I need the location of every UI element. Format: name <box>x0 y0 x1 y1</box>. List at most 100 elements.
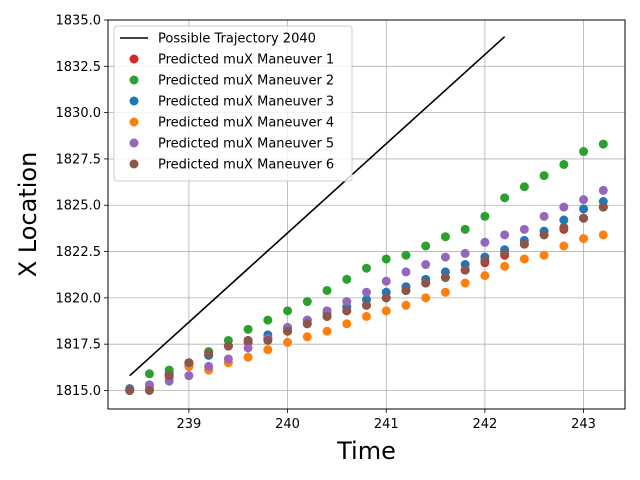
data-point <box>223 341 233 351</box>
data-point <box>579 213 589 223</box>
y-tick-label: 1817.5 <box>56 338 102 353</box>
data-point <box>421 260 431 270</box>
data-point <box>500 230 510 240</box>
legend-label: Predicted muX Maneuver 1 <box>158 53 334 68</box>
series-maneuver-5 <box>125 185 608 395</box>
data-point <box>421 241 431 251</box>
data-point <box>401 285 411 295</box>
x-tick-label: 241 <box>374 417 399 432</box>
y-tick-label: 1820.0 <box>56 291 102 306</box>
data-point <box>440 272 450 282</box>
x-tick-label: 242 <box>472 417 497 432</box>
data-point <box>302 297 312 307</box>
data-point <box>362 311 371 321</box>
data-point <box>283 306 293 316</box>
legend: Possible Trajectory 2040 Predicted muX Ma… <box>113 25 353 182</box>
data-point <box>559 241 569 251</box>
legend-marker-dot <box>129 117 139 127</box>
data-point <box>362 300 371 310</box>
data-point <box>283 337 293 347</box>
data-point <box>500 193 510 203</box>
legend-box <box>113 25 353 182</box>
data-point <box>500 248 510 258</box>
legend-label: Possible Trajectory 2040 <box>158 32 316 47</box>
data-point <box>579 147 589 157</box>
series-maneuver-6 <box>125 202 608 395</box>
legend-marker-dot <box>129 96 139 106</box>
data-point <box>184 371 194 381</box>
y-tick-label: 1822.5 <box>56 245 102 260</box>
data-point <box>184 358 194 368</box>
points-layer <box>125 139 608 395</box>
y-tick-label: 1825.0 <box>56 199 102 214</box>
data-point <box>559 159 569 169</box>
y-tick-label: 1815.0 <box>56 384 102 399</box>
x-axis-label: Time <box>336 437 396 465</box>
y-tick-label: 1827.5 <box>56 152 102 167</box>
plot-frame <box>107 19 626 410</box>
data-point <box>362 287 371 297</box>
x-tick-label: 240 <box>275 417 300 432</box>
data-point <box>223 354 233 364</box>
legend-label: Predicted muX Maneuver 6 <box>158 158 334 173</box>
data-point <box>164 371 174 381</box>
legend-label: Predicted muX Maneuver 2 <box>158 74 334 89</box>
data-point <box>559 215 569 225</box>
data-point <box>283 326 293 336</box>
data-point <box>243 335 253 345</box>
data-point <box>342 306 352 316</box>
data-point <box>125 385 135 395</box>
data-point <box>381 276 391 286</box>
data-point <box>460 265 470 275</box>
legend-label: Predicted muX Maneuver 3 <box>158 95 334 110</box>
legend-marker-dot <box>129 75 139 85</box>
data-point <box>381 293 391 303</box>
data-point <box>342 297 352 307</box>
legend-label: Predicted muX Maneuver 4 <box>158 116 334 131</box>
data-point <box>440 287 450 297</box>
data-point <box>263 315 273 325</box>
data-point <box>579 234 589 244</box>
data-point <box>539 250 549 260</box>
data-point <box>460 248 470 258</box>
data-point <box>401 300 411 310</box>
data-point <box>342 274 352 284</box>
data-point <box>263 345 273 355</box>
data-point <box>322 326 332 336</box>
data-point <box>559 222 569 232</box>
data-point <box>598 139 608 149</box>
data-point <box>500 261 510 271</box>
data-point <box>144 369 154 379</box>
data-point <box>559 202 569 212</box>
data-point <box>204 361 214 371</box>
data-point <box>480 211 490 221</box>
data-point <box>322 285 332 295</box>
data-point <box>579 195 589 205</box>
data-point <box>598 202 608 212</box>
x-tick-label: 243 <box>571 417 596 432</box>
data-point <box>539 211 549 221</box>
legend-label: Predicted muX Maneuver 5 <box>158 137 334 152</box>
data-point <box>460 278 470 288</box>
data-point <box>144 385 154 395</box>
data-point <box>243 343 253 353</box>
data-point <box>519 254 529 264</box>
legend-marker-dot <box>129 54 139 64</box>
data-point <box>598 185 608 195</box>
data-point <box>421 293 431 303</box>
trajectory-line <box>129 36 506 377</box>
data-point <box>480 237 490 247</box>
data-point <box>460 224 470 234</box>
data-point <box>322 311 332 321</box>
data-point <box>480 256 490 266</box>
data-point <box>421 278 431 288</box>
data-point <box>519 224 529 234</box>
data-point <box>519 182 529 192</box>
data-point <box>263 335 273 345</box>
data-point <box>401 250 411 260</box>
y-axis-label: X Location <box>14 152 42 278</box>
data-point <box>381 254 391 264</box>
y-tick-label: 1830.0 <box>56 106 102 121</box>
data-point <box>539 171 549 181</box>
data-point <box>302 319 312 329</box>
